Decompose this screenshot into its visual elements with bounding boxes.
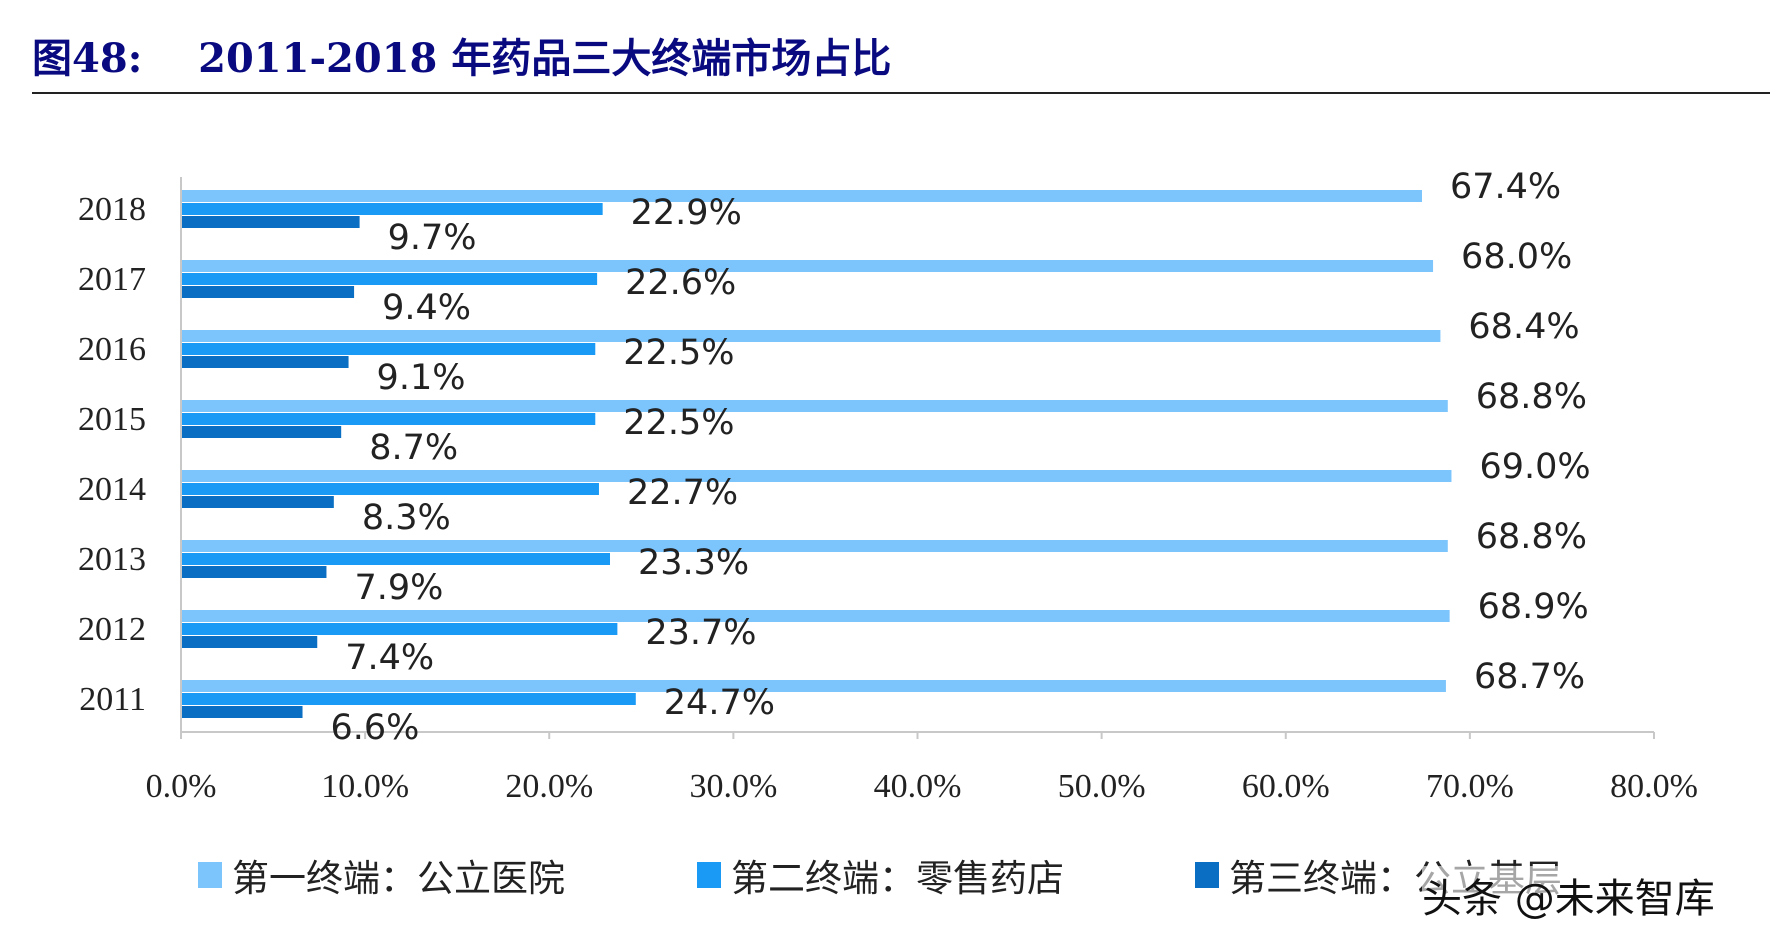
bar-3-2016 [182,356,349,368]
y-tick-label: 2014 [78,471,146,508]
data-label: 6.6% [331,708,420,748]
x-tick-label: 60.0% [1242,768,1330,805]
data-label: 68.8% [1476,377,1587,417]
x-tick-label: 50.0% [1058,768,1146,805]
bar-1-2014 [182,470,1452,482]
legend-swatch [697,862,721,888]
bar-2-2011 [182,693,636,705]
legend-swatch [198,862,222,888]
bar-1-2011 [182,680,1446,692]
bar-2-2018 [182,203,603,215]
data-label: 68.9% [1478,587,1589,627]
data-label: 68.4% [1468,307,1579,347]
data-label: 8.7% [369,428,458,468]
data-label: 9.4% [382,288,471,328]
bar-3-2012 [182,636,318,648]
chart-title: 图48: 2011-2018 年药品三大终端市场占比 [32,35,892,82]
bar-3-2013 [182,566,327,578]
data-label: 7.9% [354,568,443,608]
bar-1-2015 [182,400,1448,412]
y-tick-label: 2012 [78,611,146,648]
watermark: 头条 @未来智库 [1422,866,1715,924]
data-label: 67.4% [1450,167,1561,207]
y-tick-label: 2013 [78,541,146,578]
legend-label: 第二终端：零售药店 [731,857,1064,900]
y-tick-label: 2016 [78,331,146,368]
bar-1-2018 [182,190,1423,202]
x-tick-label: 20.0% [505,768,593,805]
x-tick-label: 70.0% [1426,768,1514,805]
bar-1-2012 [182,610,1450,622]
data-label: 9.7% [388,218,477,258]
data-label: 9.1% [377,358,466,398]
data-label: 68.7% [1474,657,1585,697]
data-label: 22.9% [631,193,742,233]
x-tick-label: 30.0% [689,768,777,805]
x-tick-label: 40.0% [874,768,962,805]
data-label: 22.6% [625,263,736,303]
data-label: 22.7% [627,473,738,513]
bar-1-2013 [182,540,1448,552]
y-tick-label: 2011 [79,681,146,718]
bar-2-2013 [182,553,611,565]
data-label: 7.4% [345,638,434,678]
x-tick-label: 80.0% [1610,768,1698,805]
x-tick-label: 0.0% [146,768,217,805]
y-tick-label: 2018 [78,191,146,228]
data-label: 22.5% [623,403,734,443]
bar-3-2015 [182,426,342,438]
data-label: 8.3% [362,498,451,538]
data-label: 23.7% [645,613,756,653]
bar-2-2012 [182,623,618,635]
data-label: 69.0% [1479,447,1590,487]
bar-2-2015 [182,413,596,425]
data-label: 22.5% [623,333,734,373]
legend-swatch [1195,862,1219,888]
bar-3-2017 [182,286,355,298]
y-tick-label: 2015 [78,401,146,438]
title-divider [32,92,1770,94]
bar-2-2016 [182,343,596,355]
bar-2-2017 [182,273,598,285]
data-label: 24.7% [664,683,775,723]
bar-3-2014 [182,496,334,508]
bar-1-2017 [182,260,1434,272]
data-label: 68.8% [1476,517,1587,557]
y-tick-label: 2017 [78,261,146,298]
data-label: 23.3% [638,543,749,583]
bar-1-2016 [182,330,1441,342]
legend-label: 第一终端：公立医院 [232,857,565,900]
bar-3-2011 [182,706,303,718]
bar-3-2018 [182,216,360,228]
data-label: 68.0% [1461,237,1572,277]
bar-2-2014 [182,483,599,495]
x-tick-label: 10.0% [321,768,409,805]
